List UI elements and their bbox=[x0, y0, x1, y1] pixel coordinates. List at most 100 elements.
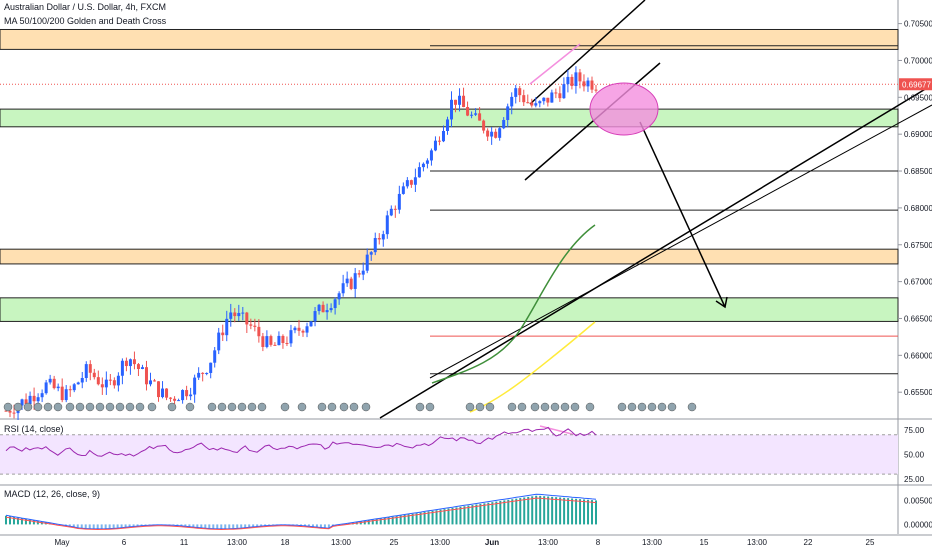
candle-body bbox=[586, 80, 590, 87]
event-icon bbox=[147, 402, 157, 412]
price-axis-panel bbox=[898, 0, 932, 550]
candle-body bbox=[450, 99, 454, 120]
candle-body bbox=[417, 167, 421, 178]
price-tick-label: 0.67000 bbox=[904, 278, 932, 287]
event-icon bbox=[257, 402, 267, 412]
time-label: Jun bbox=[485, 538, 499, 547]
candle-body bbox=[574, 72, 578, 86]
candle-body bbox=[124, 360, 128, 367]
event-icon bbox=[637, 402, 647, 412]
macd-label: MACD (12, 26, close, 9) bbox=[4, 489, 101, 499]
event-icon bbox=[75, 402, 85, 412]
candle-body bbox=[401, 186, 405, 194]
candle-body bbox=[445, 119, 449, 131]
candle-body bbox=[385, 215, 389, 235]
candle-body bbox=[229, 312, 233, 319]
event-icon bbox=[185, 402, 195, 412]
trendline-thin bbox=[429, 104, 932, 379]
demand-zone-3 bbox=[0, 297, 899, 322]
supply-zone-highlight bbox=[430, 29, 660, 50]
price-tick-label: 0.68500 bbox=[904, 167, 932, 176]
candle-body bbox=[361, 270, 365, 275]
candle-body bbox=[570, 76, 574, 86]
candle-body bbox=[534, 103, 538, 106]
event-icon bbox=[227, 402, 237, 412]
event-icon bbox=[349, 402, 359, 412]
candle-body bbox=[8, 410, 12, 413]
price-tick-label: 0.69500 bbox=[904, 93, 932, 102]
event-icon bbox=[361, 402, 371, 412]
candle-body bbox=[478, 113, 482, 121]
candle-body bbox=[490, 131, 494, 137]
candle-body bbox=[88, 364, 92, 373]
time-label: 13:00 bbox=[747, 538, 768, 547]
event-icon bbox=[687, 402, 697, 412]
candle-body bbox=[582, 81, 586, 87]
candle-body bbox=[108, 379, 112, 381]
candle-body bbox=[349, 278, 353, 289]
macd-tick-label: 0.00000 bbox=[904, 520, 932, 529]
time-label: 15 bbox=[700, 538, 709, 547]
candle-body bbox=[313, 311, 317, 322]
candle-body bbox=[12, 412, 16, 414]
rsi-tick-label: 75.00 bbox=[904, 426, 925, 435]
candle-body bbox=[161, 388, 165, 398]
candle-body bbox=[96, 377, 100, 385]
candle-body bbox=[144, 367, 148, 385]
rsi-band bbox=[0, 434, 898, 475]
event-icon bbox=[475, 402, 485, 412]
candle-body bbox=[197, 372, 201, 378]
time-label: 8 bbox=[596, 538, 601, 547]
candle-body bbox=[494, 131, 498, 138]
event-icon bbox=[3, 402, 13, 412]
event-icon bbox=[207, 402, 217, 412]
candle-body bbox=[140, 367, 144, 370]
event-icon bbox=[167, 402, 177, 412]
time-label: 13:00 bbox=[331, 538, 352, 547]
candle-body bbox=[462, 95, 466, 108]
candle-body bbox=[578, 72, 582, 82]
candle-body bbox=[538, 101, 542, 104]
trendline-long bbox=[379, 84, 932, 419]
candle-body bbox=[345, 278, 349, 284]
time-label: 11 bbox=[180, 538, 189, 547]
price-tick-label: 0.66500 bbox=[904, 314, 932, 323]
candle-body bbox=[510, 96, 514, 107]
candle-body bbox=[32, 395, 36, 402]
candle-body bbox=[293, 327, 297, 331]
candle-body bbox=[321, 304, 325, 313]
time-label: 13:00 bbox=[430, 538, 451, 547]
time-label: 25 bbox=[390, 538, 399, 547]
rsi-tick-label: 25.00 bbox=[904, 475, 925, 484]
candle-body bbox=[429, 150, 433, 161]
candle-body bbox=[237, 312, 241, 317]
candle-body bbox=[325, 310, 329, 313]
candle-body bbox=[157, 381, 161, 398]
candle-body bbox=[56, 386, 60, 389]
candle-body bbox=[498, 128, 502, 138]
candle-body bbox=[261, 336, 265, 347]
candle-body bbox=[317, 304, 321, 312]
candle-body bbox=[20, 399, 24, 406]
event-icon bbox=[667, 402, 677, 412]
candle-body bbox=[297, 327, 301, 331]
candle-body bbox=[4, 410, 8, 412]
candle-body bbox=[329, 308, 333, 311]
candle-body bbox=[357, 273, 361, 275]
candle-body bbox=[502, 119, 506, 129]
time-label: 13:00 bbox=[538, 538, 559, 547]
candle-body bbox=[466, 107, 470, 116]
event-icon bbox=[217, 402, 227, 412]
event-icon bbox=[125, 402, 135, 412]
ma-100-line bbox=[469, 321, 596, 413]
event-icon bbox=[657, 402, 667, 412]
ma-50-line bbox=[431, 224, 596, 384]
candle-body bbox=[249, 324, 253, 326]
candle-body bbox=[265, 336, 269, 347]
chart-title: Australian Dollar / U.S. Dollar, 4h, FXC… bbox=[4, 2, 167, 12]
event-icon bbox=[317, 402, 327, 412]
price-tick-label: 0.68000 bbox=[904, 204, 932, 213]
candle-body bbox=[225, 318, 229, 336]
event-icon bbox=[297, 402, 307, 412]
